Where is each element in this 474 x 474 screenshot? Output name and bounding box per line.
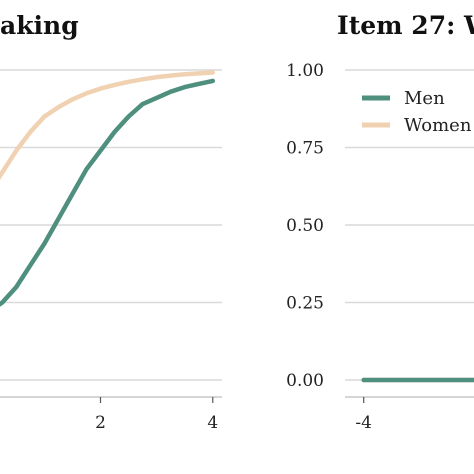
y-tick-label: 0.25 — [286, 294, 324, 314]
left-series — [0, 70, 216, 307]
legend: Men Women — [362, 88, 472, 136]
y-tick-label: 0.75 — [286, 139, 324, 159]
x-tick-label: 4 — [207, 413, 218, 433]
right-panel-title: Item 27: W — [337, 11, 474, 40]
y-tick-label: 1.00 — [286, 61, 324, 81]
series-line-men — [0, 78, 216, 307]
right-panel: Item 27: W 0.00 0.25 0.50 0.75 1.00 -4 Men W… — [286, 11, 474, 433]
left-grid — [0, 69, 222, 398]
x-tick-label: -4 — [355, 413, 372, 433]
right-y-ticks: 0.00 0.25 0.50 0.75 1.00 — [286, 61, 324, 391]
right-x-ticks: -4 — [355, 397, 372, 433]
legend-label-women: Women — [404, 115, 472, 136]
left-panel-title: aking — [0, 11, 79, 40]
series-line-women — [0, 70, 216, 180]
y-tick-label: 0.00 — [286, 371, 324, 391]
legend-label-men: Men — [404, 88, 445, 109]
y-tick-label: 0.50 — [286, 216, 324, 236]
x-tick-label: 2 — [95, 413, 106, 433]
